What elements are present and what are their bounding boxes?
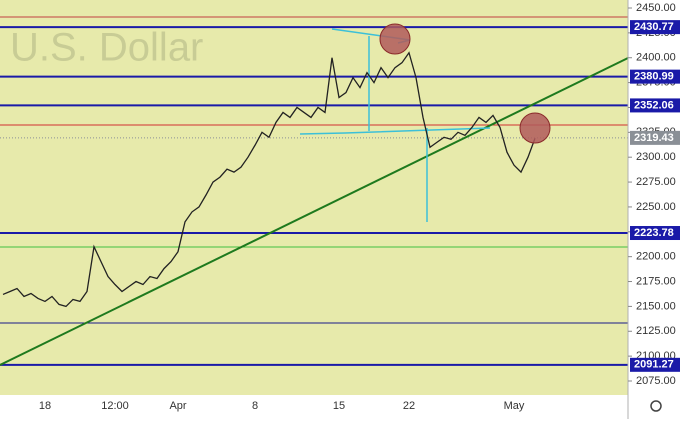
price-layer — [2, 51, 536, 308]
x-tick-label: 12:00 — [101, 400, 129, 412]
level-label-box — [630, 20, 680, 35]
x-tick-label: 8 — [252, 400, 258, 412]
level-label: 2380.99 — [634, 71, 674, 83]
y-tick-label: 2250.00 — [636, 201, 676, 213]
axis-layer: 2075.002100.002125.002150.002175.002200.… — [39, 2, 680, 412]
x-tick-label: 18 — [39, 400, 51, 412]
watermark: U.S. Dollar — [10, 26, 203, 70]
grid — [0, 26, 628, 366]
y-tick-label: 2175.00 — [636, 275, 676, 287]
settings-icon[interactable] — [650, 400, 662, 412]
level-label-box — [630, 69, 680, 84]
plot-background — [0, 0, 628, 395]
y-tick-label: 2400.00 — [636, 52, 676, 64]
x-tick-label: 22 — [403, 400, 415, 412]
level-label-box — [630, 98, 680, 113]
x-tick-label: Apr — [169, 400, 186, 412]
y-tick-label: 2450.00 — [636, 2, 676, 14]
level-label: 2091.27 — [634, 359, 674, 371]
y-tick-label: 2150.00 — [636, 300, 676, 312]
x-axis-background — [0, 395, 628, 419]
drawn-line — [299, 127, 491, 135]
level-label: 2352.06 — [634, 99, 674, 111]
level-label-box — [630, 226, 680, 241]
x-tick-label: May — [504, 400, 525, 412]
y-tick-label: 2200.00 — [636, 251, 676, 263]
level-label: 2430.77 — [634, 21, 674, 33]
level-label: 2223.78 — [634, 227, 674, 239]
x-tick-label: 15 — [333, 400, 345, 412]
last-price-label: 2319.43 — [634, 132, 674, 144]
trend-line — [0, 57, 629, 366]
level-label-box — [630, 357, 680, 372]
highlight-circle — [519, 112, 551, 144]
price-line — [2, 51, 536, 308]
last-price-box — [630, 130, 680, 145]
highlight-circle — [379, 23, 411, 55]
y-tick-label: 2275.00 — [636, 176, 676, 188]
y-tick-label: 2075.00 — [636, 375, 676, 387]
y-tick-label: 2125.00 — [636, 325, 676, 337]
y-tick-label: 2300.00 — [636, 151, 676, 163]
